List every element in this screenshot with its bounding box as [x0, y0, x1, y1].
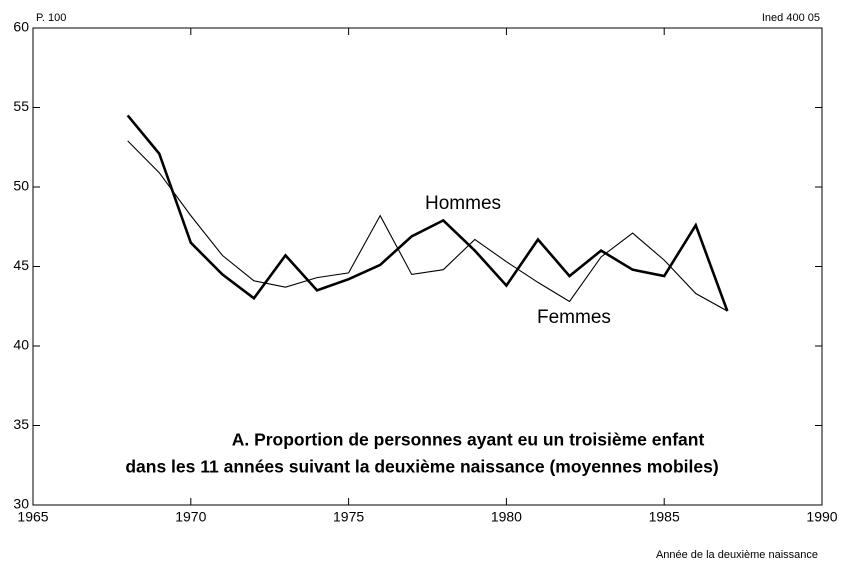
series-line — [126, 114, 729, 312]
y-tick-label: 45 — [13, 257, 29, 273]
x-tick-label: 1970 — [175, 509, 206, 525]
chart-title: dans les 11 années suivant la deuxième n… — [125, 457, 718, 477]
x-tick-label: 1980 — [491, 509, 522, 525]
chart-title: A. Proportion de personnes ayant eu un t… — [232, 430, 705, 450]
y-tick-label: 40 — [13, 337, 29, 353]
x-axis-label: Année de la deuxième naissance — [656, 549, 818, 561]
y-tick-label: 35 — [13, 416, 29, 432]
y-tick-label: 60 — [13, 19, 29, 35]
series-line — [127, 140, 728, 312]
x-tick-label: 1975 — [333, 509, 364, 525]
y-tick-label: 30 — [13, 496, 29, 512]
y-tick-label: 50 — [13, 178, 29, 194]
series-label: Femmes — [537, 307, 611, 328]
x-tick-label: 1965 — [17, 509, 48, 525]
series-label: Hommes — [425, 193, 501, 214]
x-tick-label: 1985 — [649, 509, 680, 525]
y-unit: P. 100 — [36, 12, 66, 24]
y-tick-label: 55 — [13, 98, 29, 114]
source: Ined 400 05 — [762, 12, 820, 24]
x-tick-label: 1990 — [806, 509, 837, 525]
